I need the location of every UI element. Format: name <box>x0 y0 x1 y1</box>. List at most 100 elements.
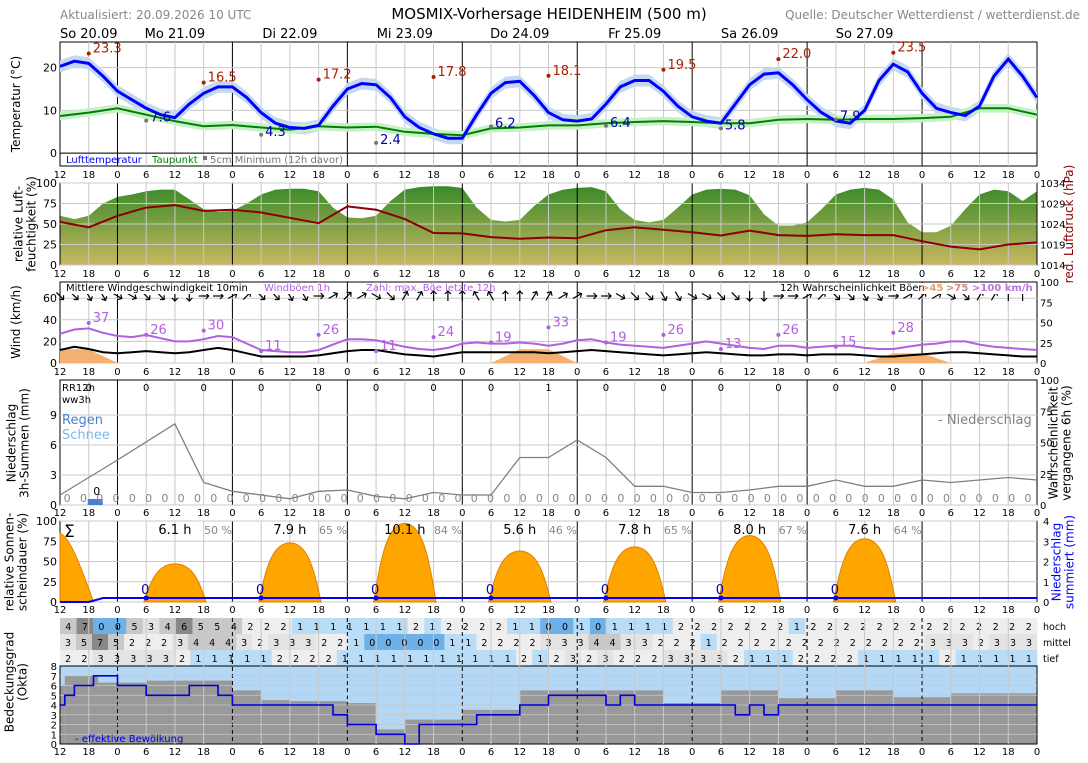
max-gust-marker <box>718 346 723 351</box>
cloud-value-hoch: 2 <box>943 622 949 633</box>
cloud-value-hoch: 4 <box>231 622 237 633</box>
max-temperature-marker <box>316 77 321 82</box>
cloud-cell-tief <box>434 650 452 666</box>
precip-amount-label: 0 <box>634 492 641 505</box>
cloud-value-tief: 2 <box>798 654 804 665</box>
cloud-value-mittel: 2 <box>754 638 760 649</box>
cloud-cell-mittel <box>572 634 589 650</box>
cloud-value-mittel: 2 <box>834 638 840 649</box>
cloud-value-mittel: 2 <box>850 638 856 649</box>
precipitation-hour-tick: 0 <box>574 508 580 519</box>
wind-arrow-head <box>403 290 409 296</box>
cloud-cell-tief <box>792 650 810 666</box>
dewpoint-uncertainty-band <box>60 104 1037 140</box>
temperature-axis-label: Temperatur (°C) <box>9 56 23 153</box>
precipitation-axis-label: Niederschlag3h-Summen (mm) <box>5 388 32 498</box>
cloud-cell-hoch <box>606 618 624 634</box>
cloud-value-tief: 3 <box>716 654 722 665</box>
temperature-hour-tick: 18 <box>542 170 555 181</box>
wind-hour-tick: 0 <box>919 367 925 378</box>
cloud-cell-hoch <box>738 618 756 634</box>
cloud-value-mittel: 0 <box>369 638 375 649</box>
cloud-ytick: 6 <box>51 682 57 693</box>
pressure-axis-label: red. Luftdruck (hPa) <box>1062 165 1076 284</box>
wind-direction-arrow <box>357 291 367 300</box>
day-label: Mi 23.09 <box>377 27 433 42</box>
cloud-cell-tief <box>825 650 842 666</box>
sunshine-axis-label: relative Sonnen-scheindauer (%) <box>3 513 30 612</box>
temperature-hour-tick: 0 <box>459 170 465 181</box>
cloud-value-tief: 2 <box>586 654 592 665</box>
wind-hour-tick: 18 <box>772 367 785 378</box>
wind-arrow-shaft <box>357 292 367 300</box>
cloud-cell-hoch <box>705 618 723 634</box>
cloud-value-hoch: 0 <box>595 622 601 633</box>
daily-sunshine-hours: 7.9 h <box>273 523 306 538</box>
cloud-value-tief: 1 <box>195 654 201 665</box>
precip-amount-label: 0 <box>292 492 299 505</box>
cloud-cell-hoch <box>308 618 326 634</box>
cloud-cell-tief <box>125 650 142 666</box>
cloud-cell-hoch <box>457 618 475 634</box>
precip-amount-label: 0 <box>829 492 836 505</box>
cloud-hour-tick: 0 <box>459 747 465 758</box>
wind-arrow-shaft <box>674 291 681 301</box>
precipitation-hour-tick: 0 <box>1034 508 1040 519</box>
legend-gust-45: >45 <box>921 283 943 294</box>
precip-amount-label: 0 <box>910 492 917 505</box>
wind-direction-arrow <box>716 292 726 301</box>
precip-amount-label: 0 <box>487 492 494 505</box>
cloud-hour-tick: 6 <box>488 747 494 758</box>
precip-sum-marker <box>373 595 379 601</box>
precip-amount-label: 0 <box>1008 492 1015 505</box>
cloud-cell-hoch <box>473 618 491 634</box>
sunshine-ytick: 100 <box>36 515 57 528</box>
wind-direction-arrow <box>586 292 598 300</box>
cloud-value-tief: 1 <box>993 654 999 665</box>
rr12h-value: 0 <box>660 383 666 394</box>
temperature-axis-label-group: Temperatur (°C) <box>9 56 23 153</box>
rr12h-value: 0 <box>86 383 92 394</box>
cloud-hour-tick: 0 <box>574 747 580 758</box>
cloud-value-mittel: 2 <box>818 638 824 649</box>
sunshine-hour-tick: 6 <box>488 605 494 616</box>
wind-hour-tick: 0 <box>344 367 350 378</box>
humidity-hour-tick: 18 <box>657 269 670 280</box>
wind-arrow-head <box>546 290 553 296</box>
precip-amount-label: 0 <box>161 492 168 505</box>
precip-probability-line <box>59 422 1038 500</box>
precip-sum-axis-label-group: Niederschlagsummiert (mm) <box>1050 515 1077 609</box>
precip-amount-label: 0 <box>699 492 706 505</box>
min-ground-temperature-marker <box>489 124 494 129</box>
cloud-cell-tief <box>173 650 191 666</box>
precip-sum-label: 0 <box>831 583 839 598</box>
wind-direction-arrow <box>416 290 424 301</box>
cloud-value-hoch: 1 <box>363 622 369 633</box>
precip-amount-label: 0 <box>178 492 185 505</box>
precipitation-hour-tick: 6 <box>488 508 494 519</box>
max-temperature-marker <box>86 51 91 56</box>
updated-label: Aktualisiert: 20.09.2026 10 UTC <box>60 8 251 22</box>
precip-amount-label: 0 <box>194 492 201 505</box>
precip-amount-label: 0 <box>406 492 413 505</box>
precipitation-hour-tick: 0 <box>689 508 695 519</box>
max-gust-marker <box>891 330 896 335</box>
cloud-cell-tief <box>923 650 940 666</box>
wind-arrow-shaft <box>931 292 942 300</box>
cloud-cell-mittel <box>60 634 77 650</box>
wind-arrow-shaft <box>903 292 913 300</box>
precip-amount-label: 0 <box>601 492 608 505</box>
sunshine-hour-tick: 6 <box>143 605 149 616</box>
gust-line <box>59 327 1038 354</box>
wind-arrow-head <box>706 294 712 301</box>
humidity-hour-tick: 18 <box>772 269 785 280</box>
wind-direction-arrow <box>946 292 956 301</box>
cloud-cell-mittel <box>940 634 958 650</box>
cloud-cover-block <box>376 729 405 744</box>
max-gust-marker <box>603 340 608 345</box>
precip-amount-label: 0 <box>357 492 364 505</box>
sunshine-area <box>143 563 207 603</box>
precipitation-hour-tick: 18 <box>887 508 900 519</box>
precip-sum-label: 0 <box>601 583 609 598</box>
max-temperature-marker <box>776 57 781 62</box>
